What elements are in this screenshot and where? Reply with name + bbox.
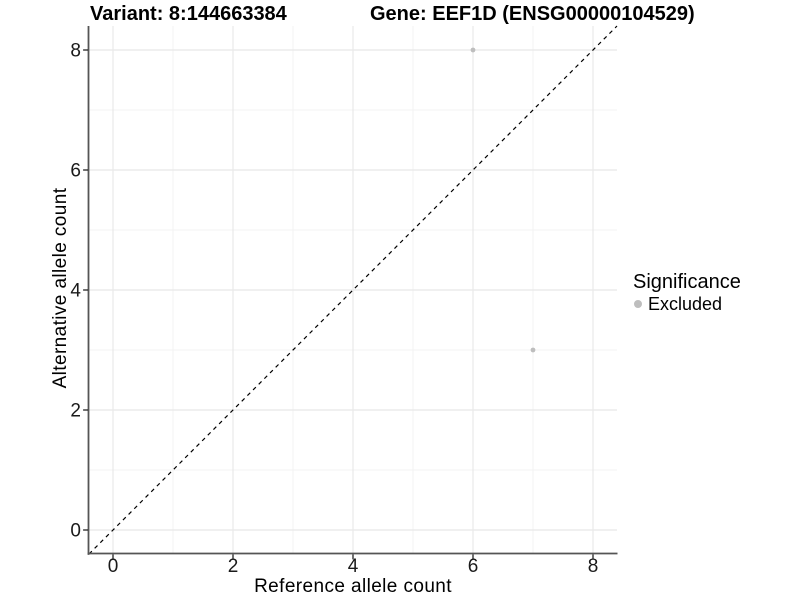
x-tick-label: 2 — [228, 556, 239, 577]
y-tick-label: 0 — [70, 521, 81, 542]
y-tick-label: 2 — [70, 401, 81, 422]
y-tick-label: 8 — [70, 41, 81, 62]
y-tick-label: 4 — [70, 281, 81, 302]
x-axis-title: Reference allele count — [254, 576, 452, 597]
plot-title-variant: Variant: 8:144663384 — [90, 3, 287, 25]
plot-title-gene: Gene: EEF1D (ENSG00000104529) — [370, 3, 695, 25]
excluded-point-icon — [634, 300, 642, 308]
data-point — [470, 47, 476, 53]
legend-item-excluded: Excluded — [634, 294, 741, 314]
data-point — [530, 347, 536, 353]
y-tick-label: 6 — [70, 161, 81, 182]
y-axis-title: Alternative allele count — [50, 187, 71, 389]
x-tick-label: 4 — [348, 556, 359, 577]
legend: Significance Excluded — [633, 272, 741, 314]
legend-title: Significance — [633, 271, 741, 293]
x-tick-label: 8 — [588, 556, 599, 577]
x-tick-label: 0 — [108, 556, 119, 577]
x-tick-label: 6 — [468, 556, 479, 577]
legend-item-label: Excluded — [648, 293, 723, 314]
